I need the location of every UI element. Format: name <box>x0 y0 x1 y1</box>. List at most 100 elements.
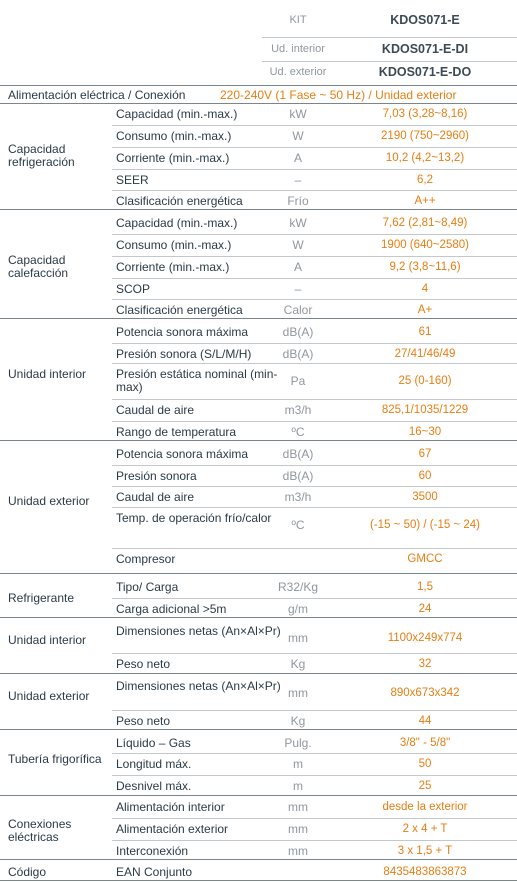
spec-label: Líquido – Gas <box>116 736 191 750</box>
section-category: Capacidad calefacción <box>8 253 69 280</box>
spec-label: Dimensiones netas (An×Al×Pr) <box>116 624 281 638</box>
section-divider <box>0 85 517 86</box>
spec-unit: Kg <box>290 714 306 728</box>
spec-value: 890x673x342 <box>390 687 460 699</box>
section-category: Unidad exterior <box>8 689 90 703</box>
section-divider <box>0 209 517 210</box>
spec-unit: ºC <box>291 518 305 532</box>
spec-label: Presión sonora <box>116 469 197 483</box>
spec-value: 6,2 <box>417 174 433 186</box>
spec-value: 50 <box>418 758 432 770</box>
spec-value: 2 x 4 + T <box>402 823 448 835</box>
spec-value: desde la exterior <box>382 801 468 813</box>
spec-unit: kW <box>289 107 307 121</box>
spec-label: Tipo/ Carga <box>116 580 179 594</box>
section-divider <box>0 103 517 104</box>
kit-label: KIT <box>289 14 307 26</box>
row-divider <box>112 399 517 400</box>
spec-label: Caudal de aire <box>116 403 195 417</box>
row-divider <box>112 278 517 279</box>
row-divider <box>112 548 517 549</box>
power-value: 220-240V (1 Fase ~ 50 Hz) / Unidad exter… <box>220 88 457 102</box>
spec-unit: R32/Kg <box>277 580 319 594</box>
spec-label: Clasificación energética <box>116 194 243 208</box>
section-category: Código <box>8 865 47 879</box>
exterior-unit-model: KDOS071-E-DO <box>378 65 472 79</box>
spec-unit: mm <box>288 844 308 858</box>
spec-label: Interconexión <box>116 844 189 858</box>
row-divider <box>112 147 517 148</box>
power-label: Alimentación eléctrica / Conexión <box>8 88 186 102</box>
row-divider <box>112 710 517 711</box>
spec-label: Consumo (min.-max.) <box>116 238 232 252</box>
spec-unit: dB(A) <box>282 469 314 483</box>
row-divider <box>112 775 517 776</box>
spec-unit: dB(A) <box>282 447 314 461</box>
row-divider <box>112 653 517 654</box>
spec-unit: Pa <box>290 374 306 388</box>
spec-unit: A <box>293 260 302 274</box>
section-category: Tubería frigorífica <box>8 752 102 766</box>
section-category: Unidad exterior <box>8 494 90 508</box>
spec-value: 3 x 1,5 + T <box>397 845 453 857</box>
row-divider <box>112 753 517 754</box>
spec-value: 9,2 (3,8~11,6) <box>389 261 461 273</box>
spec-value: 1100x249x774 <box>387 632 463 644</box>
spec-label: Temp. de operación frío/calor <box>116 511 272 525</box>
spec-label: EAN Conjunto <box>116 865 193 879</box>
spec-label: Longitud máx. <box>116 757 192 771</box>
spec-label: Peso neto <box>116 714 171 728</box>
spec-value: 7,62 (2,81~8,49) <box>382 217 468 229</box>
spec-label: Caudal de aire <box>116 490 195 504</box>
exterior-unit-label: Ud. exterior <box>269 66 327 78</box>
spec-label: Capacidad (min.-max.) <box>116 216 238 230</box>
row-divider <box>112 421 517 422</box>
spec-value: 24 <box>418 603 432 615</box>
spec-unit: Calor <box>283 303 313 317</box>
spec-unit: g/m <box>287 602 308 616</box>
row-divider <box>112 840 517 841</box>
kit-model: KDOS071-E <box>390 13 460 27</box>
spec-value: (-15 ~ 50) / (-15 ~ 24) <box>370 519 480 531</box>
spec-label: Corriente (min.-max.) <box>116 151 230 165</box>
spec-label: Consumo (min.-max.) <box>116 129 232 143</box>
row-divider <box>112 465 517 466</box>
spec-value: 8435483863873 <box>383 866 467 878</box>
spec-value: 67 <box>418 448 432 460</box>
header-divider <box>262 61 517 62</box>
spec-unit: Pulg. <box>284 736 312 750</box>
spec-value: 44 <box>418 715 432 727</box>
spec-label: Corriente (min.-max.) <box>116 260 230 274</box>
spec-label: Presión sonora (S/L/M/H) <box>116 347 252 361</box>
row-divider <box>112 598 517 599</box>
spec-unit: – <box>294 282 302 296</box>
section-divider <box>0 440 517 441</box>
spec-unit: m3/h <box>284 403 312 417</box>
row-divider <box>112 125 517 126</box>
spec-value: 32 <box>418 658 432 670</box>
row-divider <box>112 169 517 170</box>
spec-unit: W <box>292 129 304 143</box>
spec-value: 16~30 <box>408 426 442 438</box>
spec-label: Peso neto <box>116 657 171 671</box>
row-divider <box>112 486 517 487</box>
spec-value: 1900 (640~2580) <box>381 239 469 251</box>
section-divider <box>0 573 517 574</box>
spec-label: Rango de temperatura <box>116 425 237 439</box>
section-divider <box>0 795 517 796</box>
spec-label: Clasificación energética <box>116 303 243 317</box>
spec-value: 3500 <box>412 491 438 503</box>
spec-value: 27/41/46/49 <box>394 348 456 360</box>
spec-value: GMCC <box>407 553 443 565</box>
spec-unit: m3/h <box>284 490 312 504</box>
row-divider <box>112 234 517 235</box>
spec-label: Potencia sonora máxima <box>116 447 249 461</box>
spec-unit: dB(A) <box>282 325 314 339</box>
spec-unit: dB(A) <box>282 347 314 361</box>
spec-label: Potencia sonora máxima <box>116 325 249 339</box>
spec-label: Presión estática nominal (min-max) <box>116 367 278 394</box>
spec-value: A+ <box>417 304 433 316</box>
spec-unit: W <box>292 238 304 252</box>
spec-label: Carga adicional >5m <box>116 602 227 616</box>
